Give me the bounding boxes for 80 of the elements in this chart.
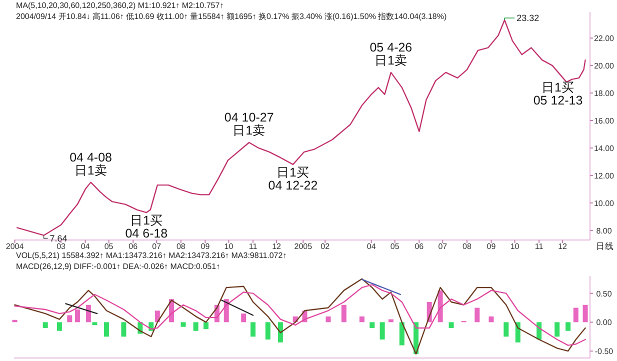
bar: [42, 322, 48, 328]
x-tick-label: 06: [128, 242, 138, 251]
x-tick-label: 11: [248, 242, 258, 251]
bar: [438, 290, 443, 322]
bar: [341, 304, 346, 322]
x-tick-label: 07: [152, 242, 162, 251]
text: MACD(26,12,9) DIFF:-0.001↑ DEA:-0.026↑ MACD:0.051↑: [16, 262, 220, 271]
bar: [86, 304, 91, 322]
annotation: 04 10-27 日1卖: [224, 110, 274, 138]
bar: [74, 309, 80, 322]
annotation: 7.64: [50, 233, 68, 244]
bar: [250, 322, 256, 337]
x-tick-label: 10: [224, 242, 234, 251]
y-tick-label: 22.00: [594, 34, 615, 44]
bar: [515, 322, 520, 342]
annotation: 日1买 04 12-22: [268, 165, 318, 192]
x-tick-label: 05: [390, 242, 400, 251]
bar: [154, 310, 160, 322]
line-series: [14, 284, 586, 346]
annotation: 2004/09/14 开10.84↓ 高11.06↑ 低10.69 收11.00↑ 量15584↑ 额1695↑ 换0.17% 振3.40% 涨(0.16)1.50% 指数140.04(3.18%): [16, 12, 447, 21]
bar: [573, 308, 578, 322]
line-series: [14, 278, 586, 355]
x-tick-label: 05: [104, 242, 114, 251]
bar: [121, 322, 126, 337]
bar: [104, 322, 109, 337]
x-tick-label: 12: [272, 242, 282, 251]
bar: [554, 322, 560, 337]
bar: [448, 322, 454, 328]
bar: [566, 322, 571, 331]
y-tick-label: 12.00: [594, 171, 615, 180]
bar: [326, 316, 331, 322]
annotation: 日1买 05 12-13: [533, 80, 583, 108]
x-tick-label: 04: [80, 242, 90, 251]
y-tick-label: 8.00: [596, 226, 612, 236]
bar: [180, 322, 186, 327]
bar: [370, 322, 375, 328]
x-tick-label: 11: [534, 242, 544, 251]
bar: [380, 322, 385, 340]
bar: [474, 308, 480, 322]
y-tick-label: 16.00: [594, 116, 615, 126]
bar: [582, 304, 588, 322]
bar: [504, 322, 509, 337]
x-tick-label: 09: [486, 242, 496, 251]
x-tick-label: 10: [510, 242, 520, 251]
y-tick-label: 20.00: [594, 62, 615, 71]
y-tick-label: 14.00: [594, 144, 615, 153]
x-tick-label: 09: [200, 242, 210, 251]
x-tick-label: 04: [366, 242, 376, 251]
y-tick-label: 0.00: [596, 318, 612, 328]
x-tick-label: 02: [320, 242, 330, 251]
x-tick-label: 12: [558, 242, 568, 251]
y-tick-label: 18.00: [594, 89, 615, 98]
annotation: 04 4-08 日1卖: [70, 150, 112, 178]
text: 日线: [596, 241, 614, 251]
x-tick-label: 03: [56, 242, 66, 251]
bar: [488, 316, 494, 322]
x-tick-label: 08: [462, 242, 472, 251]
bar: [92, 322, 98, 326]
x-tick-label: 2005: [294, 242, 313, 251]
bar: [204, 322, 208, 330]
y-tick-label: 10.00: [594, 198, 615, 208]
x-tick-label: 08: [176, 242, 186, 251]
annotation: 05 4-26 日1卖: [370, 40, 412, 68]
annotation: 日1买 04 6-18: [125, 214, 168, 241]
bar: [265, 322, 270, 340]
bar: [399, 322, 404, 346]
bar: [67, 315, 72, 322]
text: VOL(5,5,21) 15584.392↑ MA1:13473.216↑ MA2:13473.216↑ MA3:9811.072↑: [16, 251, 287, 260]
bar: [56, 322, 62, 331]
text: MA(5,10,20,30,60,120,250,360,2) M1:10.921↑ M2:10.757↑: [16, 1, 224, 10]
annotation: 23.32: [516, 12, 540, 23]
bar: [359, 316, 364, 322]
x-tick-label: 2004: [6, 242, 24, 251]
x-tick-label: 07: [438, 242, 448, 251]
y-tick-label: -0.50: [594, 347, 614, 356]
x-tick-label: 06: [414, 242, 424, 251]
bar: [241, 314, 246, 322]
bar: [278, 322, 283, 342]
y-tick-label: 0.50: [596, 289, 612, 298]
bar: [193, 322, 198, 331]
